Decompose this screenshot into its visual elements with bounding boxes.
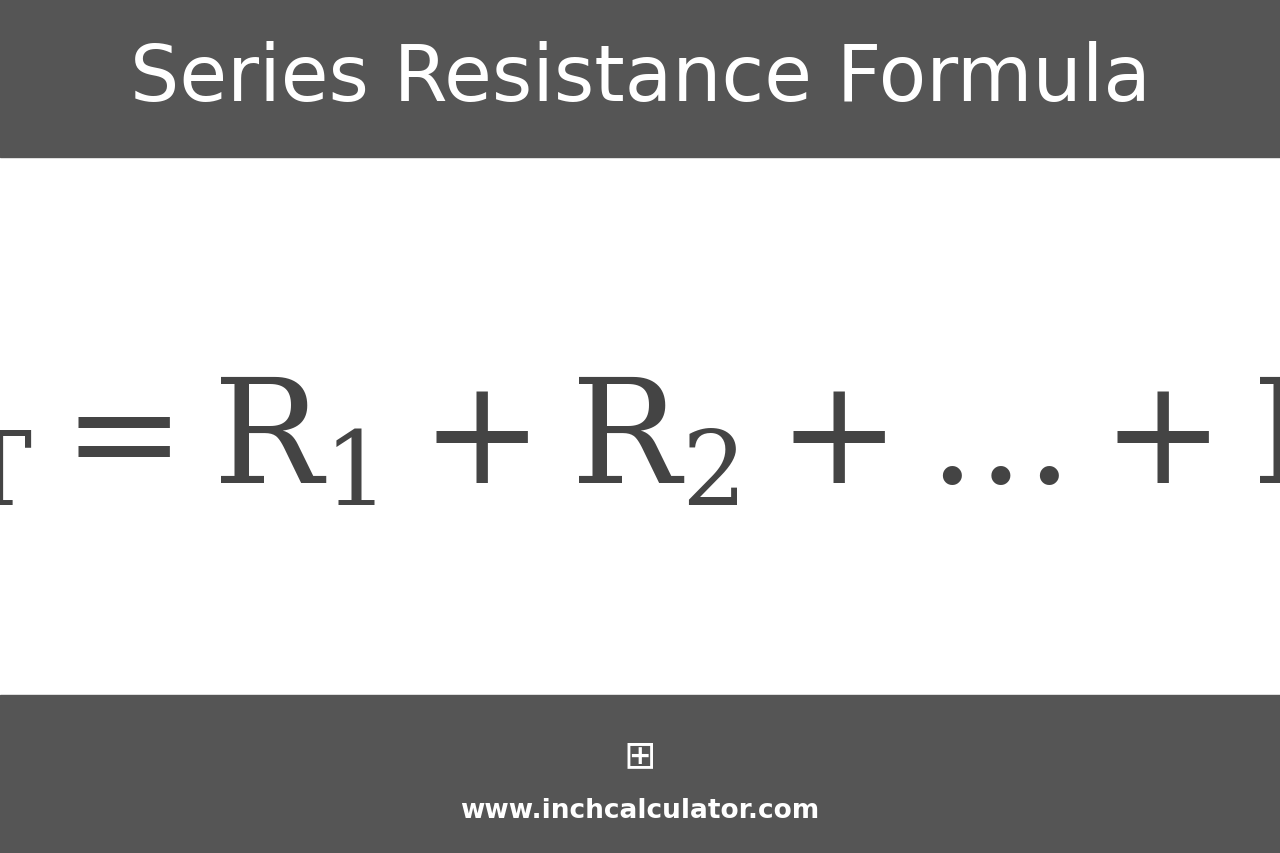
Text: ⊞: ⊞ xyxy=(623,736,657,775)
Text: Series Resistance Formula: Series Resistance Formula xyxy=(129,41,1151,117)
Bar xyxy=(0,695,1280,853)
Bar xyxy=(0,0,1280,158)
Text: www.inchcalculator.com: www.inchcalculator.com xyxy=(461,798,819,823)
Text: $\mathdefault{R_T = R_1 + R_2 + \ldots + R_n}$: $\mathdefault{R_T = R_1 + R_2 + \ldots +… xyxy=(0,372,1280,513)
